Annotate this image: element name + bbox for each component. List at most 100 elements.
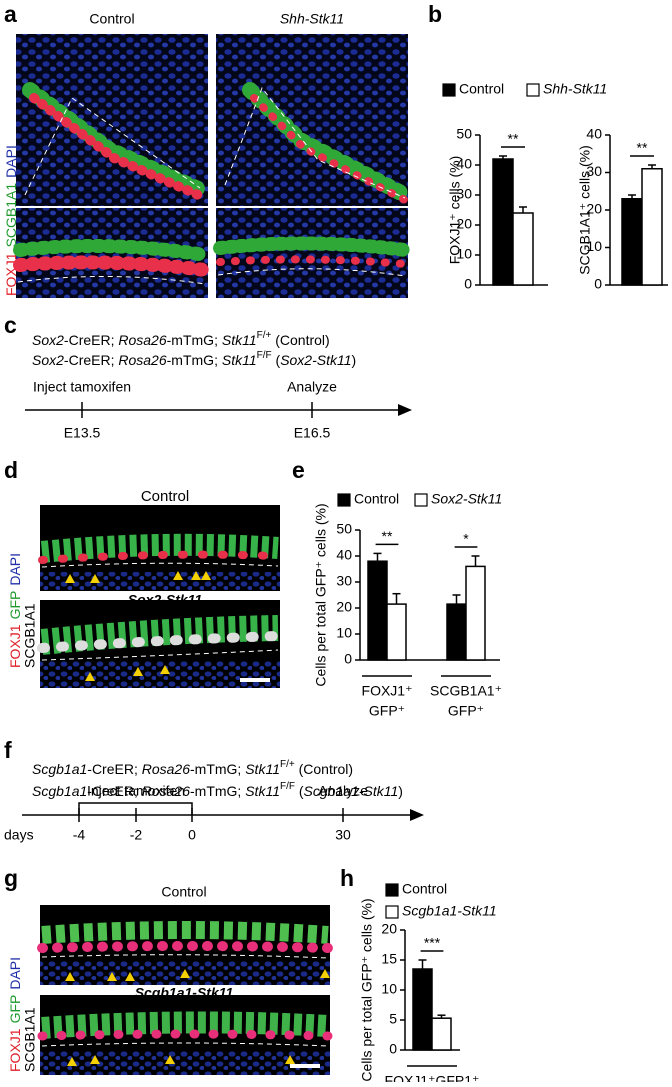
tissue bbox=[250, 94, 409, 204]
genotype-part: -mTmG; bbox=[190, 783, 245, 799]
genotype-part: -CreER; bbox=[87, 783, 141, 799]
error-bar bbox=[471, 555, 480, 567]
y-tick-label: 0 bbox=[344, 651, 352, 667]
tissue bbox=[37, 631, 283, 653]
significance: ** bbox=[508, 131, 519, 147]
outline bbox=[217, 268, 406, 277]
y-axis-label: Cells per total GFP⁺ cells (%) bbox=[313, 503, 329, 686]
genotype-part: ( bbox=[295, 783, 304, 799]
tissue bbox=[13, 255, 212, 277]
genotype-part: Stk11 bbox=[222, 332, 257, 348]
micrograph bbox=[40, 1050, 330, 1075]
stain: SCGB1A1 bbox=[3, 183, 19, 248]
y-tick-label: 5 bbox=[389, 1011, 397, 1027]
arrowhead-marker bbox=[320, 969, 330, 978]
bar bbox=[492, 158, 514, 286]
stain: GFP bbox=[7, 591, 23, 620]
stain: SCGB1A1 bbox=[22, 1007, 38, 1072]
arrowhead-marker bbox=[165, 1055, 175, 1064]
stain: SCGB1A1 bbox=[22, 603, 38, 668]
y-tick-label: 40 bbox=[586, 126, 602, 142]
error-bar bbox=[392, 592, 401, 605]
significance: * bbox=[463, 531, 469, 547]
panel-letter: h bbox=[340, 865, 354, 891]
arrowhead-marker bbox=[180, 969, 190, 978]
stain: DAPI bbox=[3, 145, 19, 178]
outline bbox=[41, 562, 279, 568]
legend-label: Control bbox=[459, 81, 504, 97]
stain: DAPI bbox=[7, 957, 23, 990]
timeline-event: Inject tamoxifen bbox=[87, 783, 185, 799]
arrowhead-marker bbox=[65, 574, 75, 583]
arrowhead-marker bbox=[90, 574, 100, 583]
arrowhead-marker bbox=[67, 1057, 77, 1066]
timeline-event: Inject tamoxifen bbox=[33, 379, 131, 395]
genotype-part: Scgb1a1-Stk11 bbox=[304, 783, 399, 799]
significance: ** bbox=[382, 528, 393, 544]
genotype-part: -mTmG; bbox=[167, 332, 222, 348]
genotype-part: (Control) bbox=[271, 332, 329, 348]
error-bar bbox=[418, 959, 427, 969]
genotype-part: -mTmG; bbox=[190, 761, 245, 777]
bar bbox=[367, 560, 388, 661]
y-tick-label: 40 bbox=[336, 547, 352, 563]
y-tick-label: 10 bbox=[456, 246, 472, 262]
micrograph bbox=[40, 572, 280, 591]
timeline-label: E13.5 bbox=[64, 425, 101, 441]
error-bar bbox=[519, 206, 527, 213]
tissue bbox=[41, 921, 329, 944]
y-tick-label: 0 bbox=[464, 276, 472, 292]
y-tick-label: 50 bbox=[456, 126, 472, 142]
genotype-part: F/F bbox=[280, 781, 295, 792]
bar bbox=[446, 603, 467, 661]
x-tick-label: GFP⁺ bbox=[448, 703, 484, 719]
x-tick-label: SCGB1A1⁺ bbox=[430, 683, 502, 699]
x-tick-label: GFP⁺ bbox=[369, 703, 405, 719]
x-tick-label: FOXJ1⁺ bbox=[362, 683, 413, 699]
stain-label: FOXJ1 GFP DAPI bbox=[7, 957, 23, 1072]
legend-label: Sox2-Stk11 bbox=[431, 491, 502, 507]
y-tick-label: 30 bbox=[336, 573, 352, 589]
y-tick-label: 50 bbox=[336, 521, 352, 537]
arrowhead bbox=[410, 809, 424, 821]
tissue bbox=[213, 236, 412, 257]
genotype-part: Sox2 bbox=[32, 352, 64, 368]
genotype-part: Scgb1a1 bbox=[32, 783, 87, 799]
legend-swatch bbox=[442, 83, 456, 97]
y-tick-label: 0 bbox=[594, 276, 602, 292]
arrowhead-marker bbox=[65, 972, 75, 981]
timeline-label: -2 bbox=[130, 827, 143, 843]
genotype-part: -mTmG; bbox=[167, 352, 222, 368]
genotype-part: Scgb1a1 bbox=[32, 761, 87, 777]
y-axis-label: Cells per total GFP⁺ cells (%) bbox=[359, 898, 375, 1081]
stain: FOXJ1 bbox=[7, 1028, 23, 1072]
arrowhead-marker bbox=[191, 571, 201, 580]
panel-letter: g bbox=[4, 865, 18, 891]
genotype-part: ) bbox=[398, 783, 403, 799]
tissue bbox=[29, 93, 210, 203]
scale-bar bbox=[290, 1064, 320, 1068]
bar bbox=[465, 565, 486, 661]
genotype-part: Stk11 bbox=[245, 783, 280, 799]
genotype-part: F/F bbox=[257, 350, 272, 361]
panel-letter: e bbox=[292, 457, 305, 483]
outline bbox=[41, 954, 329, 959]
genotype-part: -CreER; bbox=[64, 352, 118, 368]
significance: ** bbox=[637, 140, 648, 156]
timeline-unit: days bbox=[4, 827, 34, 843]
y-tick-label: 20 bbox=[336, 599, 352, 615]
genotype-part: F/+ bbox=[257, 330, 272, 341]
arrowhead-marker bbox=[285, 1055, 295, 1064]
error-bar bbox=[628, 194, 636, 199]
genotype-part: F/+ bbox=[280, 759, 295, 770]
tissue bbox=[216, 255, 409, 268]
genotype-part: Rosa26 bbox=[142, 761, 190, 777]
y-tick-label: 20 bbox=[586, 201, 602, 217]
bar bbox=[431, 1017, 452, 1051]
legend-label: Control bbox=[402, 881, 447, 897]
genotype-part: Rosa26 bbox=[142, 783, 190, 799]
outline bbox=[17, 275, 206, 285]
genotype: Scgb1a1-CreER; Rosa26-mTmG; Stk11F/+ (Co… bbox=[32, 759, 353, 777]
y-axis-label: FOXJ1⁺ cells (%) bbox=[447, 156, 463, 265]
panel-letter: c bbox=[4, 312, 17, 338]
